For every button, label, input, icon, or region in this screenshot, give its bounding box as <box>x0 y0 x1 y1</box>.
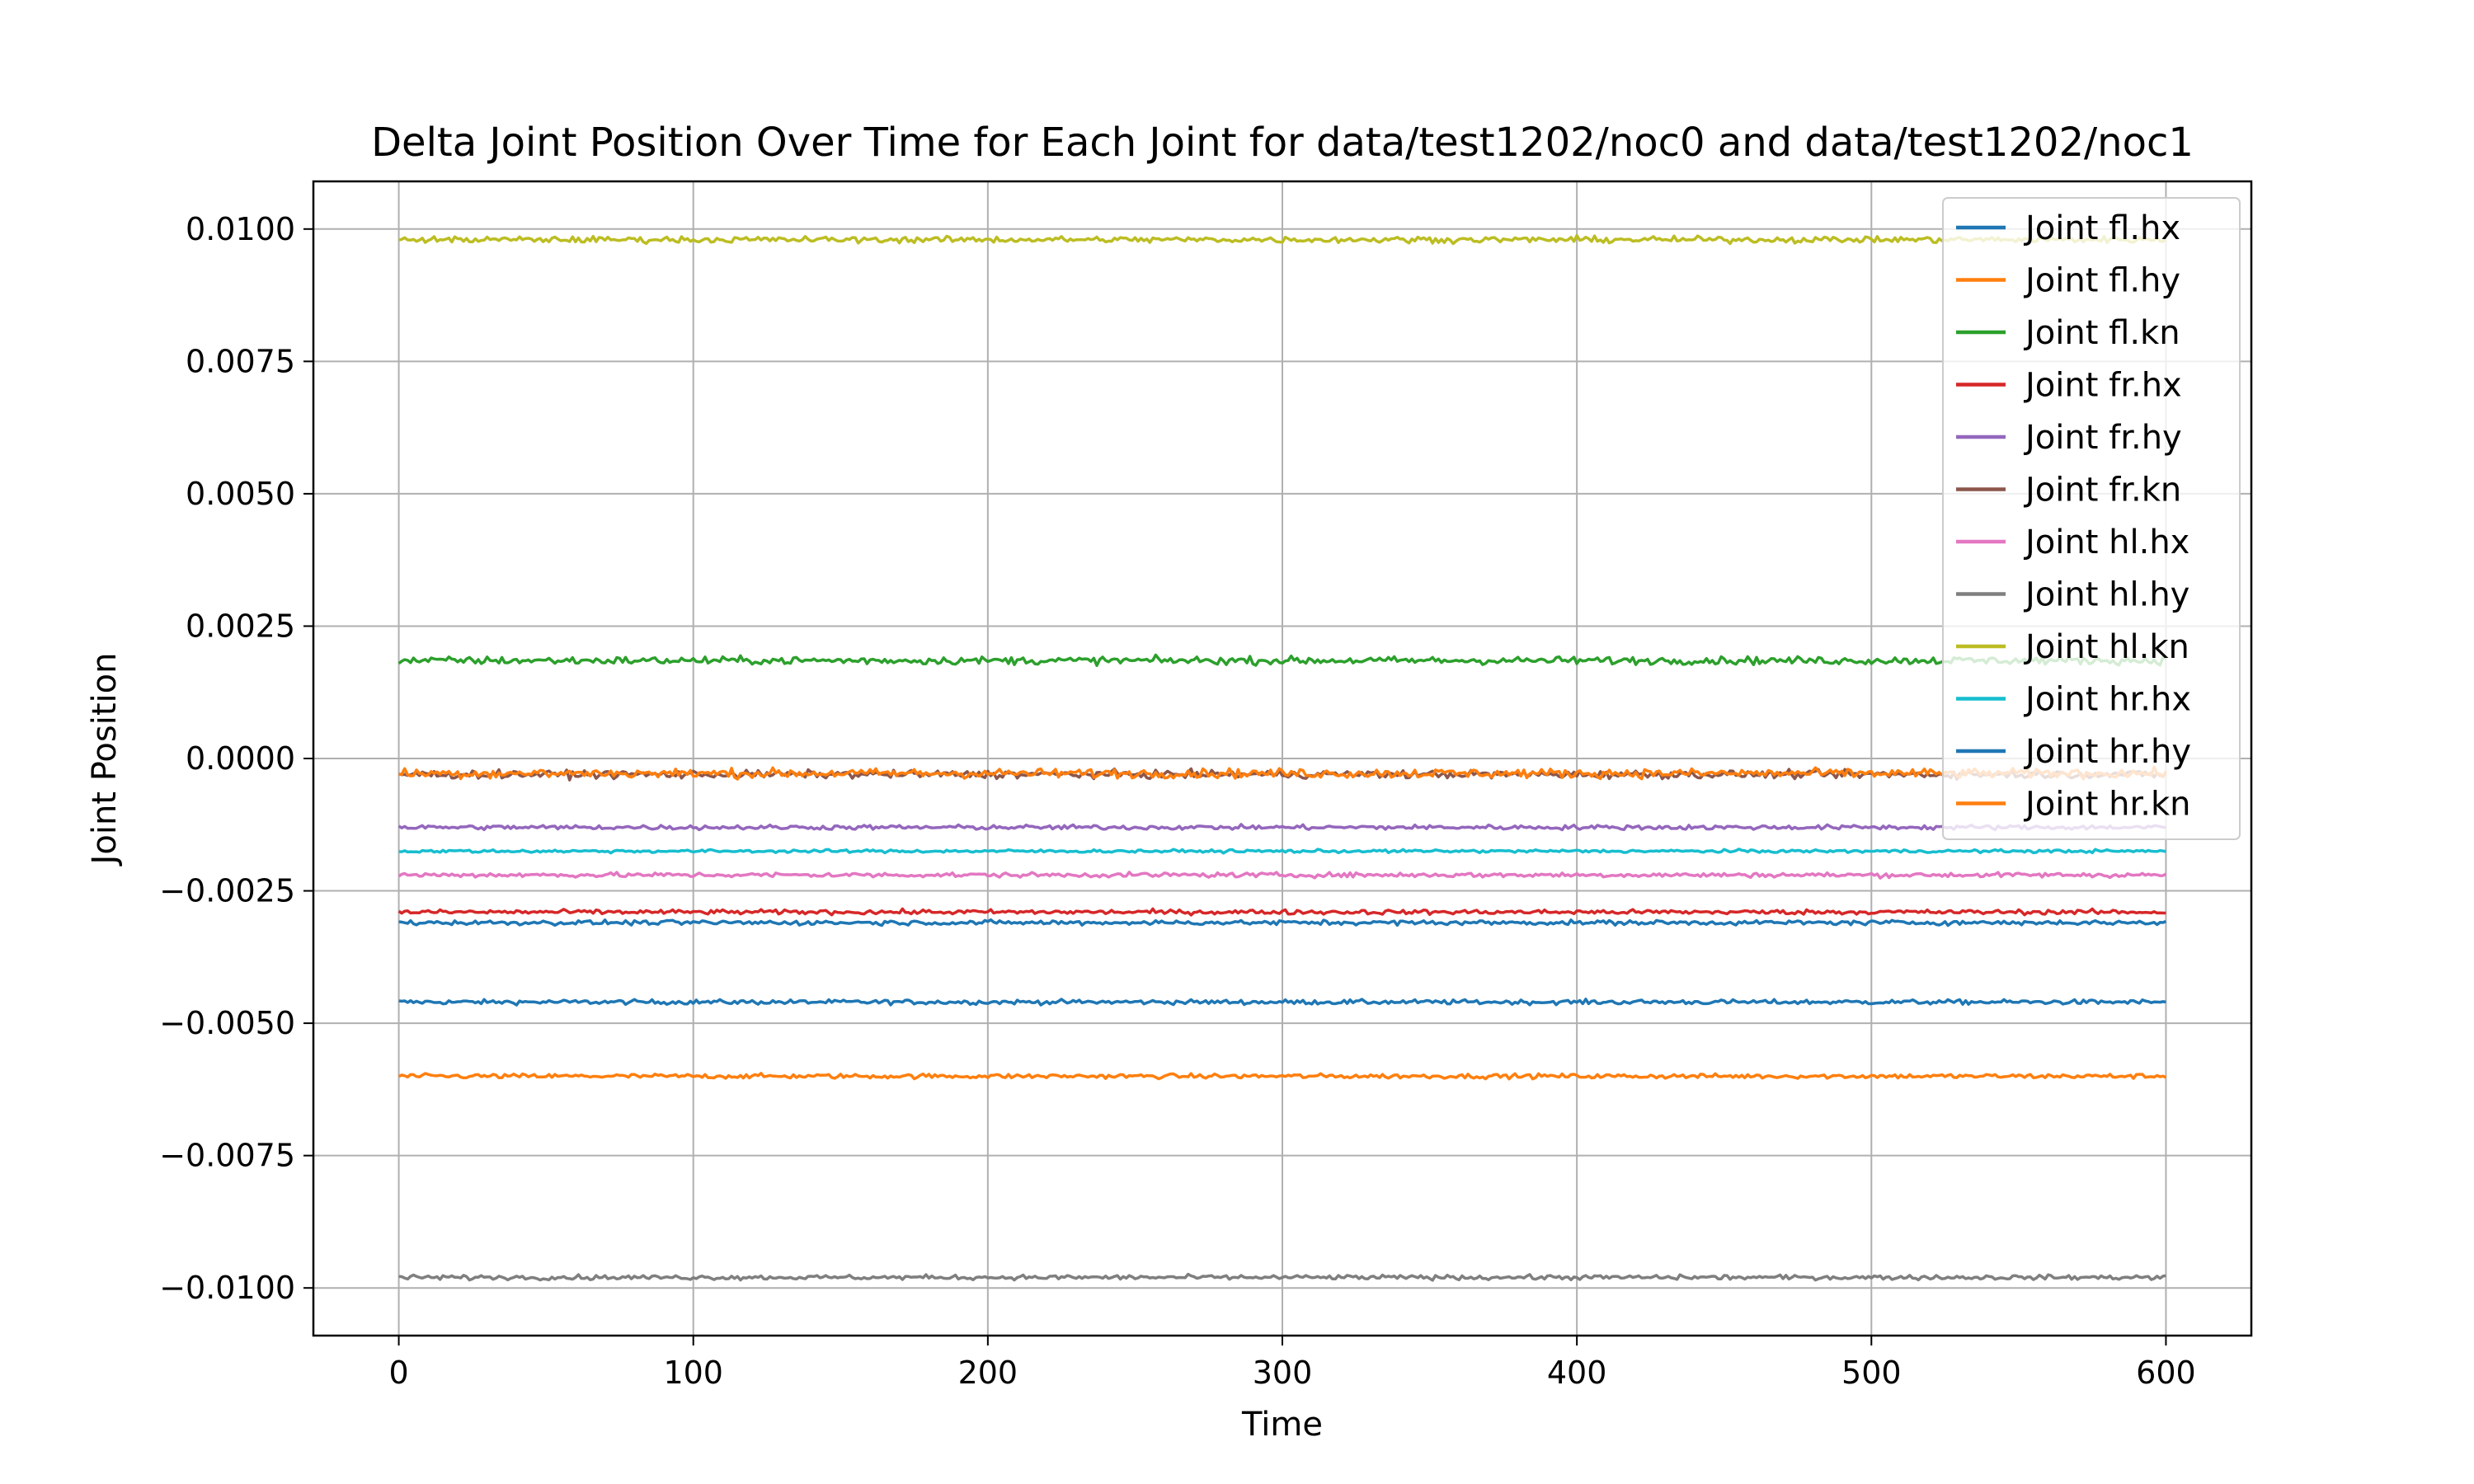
legend-label: Joint fl.hx <box>2023 209 2180 247</box>
series-line-fr-hy <box>397 823 2166 832</box>
y-tick-label: −0.0075 <box>159 1138 295 1174</box>
x-axis: 0 100 200 300 400 500 600 <box>388 1336 2196 1391</box>
series-line-fl-kn <box>397 653 2167 667</box>
y-tick-label: 0.0000 <box>186 740 295 777</box>
y-axis: 0.0100 0.0075 0.0050 0.0025 0.0000 −0.0025 −0.… <box>159 211 313 1306</box>
legend-label: Joint fr.hx <box>2023 367 2182 405</box>
series-line-fl-hy <box>397 1072 2167 1081</box>
legend-label: Joint fr.hy <box>2023 419 2182 457</box>
series-line-hr-hy <box>398 918 2167 928</box>
legend-label: Joint hr.hy <box>2023 733 2191 771</box>
legend-label: Joint hl.hy <box>2023 576 2189 614</box>
series-lines <box>397 233 2167 1282</box>
legend-label: Joint hl.hx <box>2023 524 2189 561</box>
y-tick-label: −0.0100 <box>159 1270 295 1306</box>
legend-label: Joint fl.kn <box>2023 314 2180 352</box>
y-tick-label: 0.0100 <box>186 211 295 247</box>
x-tick-label: 500 <box>1841 1355 1902 1391</box>
x-tick-label: 600 <box>2136 1355 2196 1391</box>
y-tick-label: 0.0075 <box>186 343 295 379</box>
legend: Joint fl.hx Joint fl.hy Joint fl.kn Joint f… <box>1942 197 2241 840</box>
legend-box <box>1942 197 2241 840</box>
x-tick-label: 0 <box>388 1355 408 1391</box>
grid-lines <box>313 181 2251 1336</box>
series-line-fl-hx <box>398 998 2166 1007</box>
legend-label: Joint hr.kn <box>2023 786 2191 824</box>
series-line-hr-hx <box>398 848 2166 855</box>
series-line-hl-hx <box>397 871 2167 880</box>
x-tick-label: 200 <box>958 1355 1018 1391</box>
y-tick-label: 0.0025 <box>186 608 295 644</box>
legend-label: Joint fl.hy <box>2023 262 2180 300</box>
x-tick-label: 100 <box>663 1355 723 1391</box>
y-tick-label: 0.0050 <box>186 476 295 512</box>
series-line-hl-kn <box>398 233 2167 246</box>
legend-label: Joint hr.hx <box>2023 681 2191 719</box>
series-line-hl-hy <box>398 1272 2166 1282</box>
x-tick-label: 300 <box>1253 1355 1313 1391</box>
legend-label: Joint hl.kn <box>2023 628 2189 666</box>
y-axis-title: Joint Position <box>86 653 124 867</box>
x-axis-title: Time <box>1241 1406 1323 1444</box>
legend-label: Joint fr.kn <box>2023 472 2181 510</box>
y-tick-label: −0.0025 <box>159 873 295 909</box>
series-line-hr-kn <box>398 765 2167 781</box>
y-tick-label: −0.0050 <box>159 1005 295 1041</box>
x-tick-label: 400 <box>1547 1355 1607 1391</box>
chart-title: Delta Joint Position Over Time for Each … <box>371 120 2194 166</box>
series-line-fr-hx <box>397 907 2166 917</box>
